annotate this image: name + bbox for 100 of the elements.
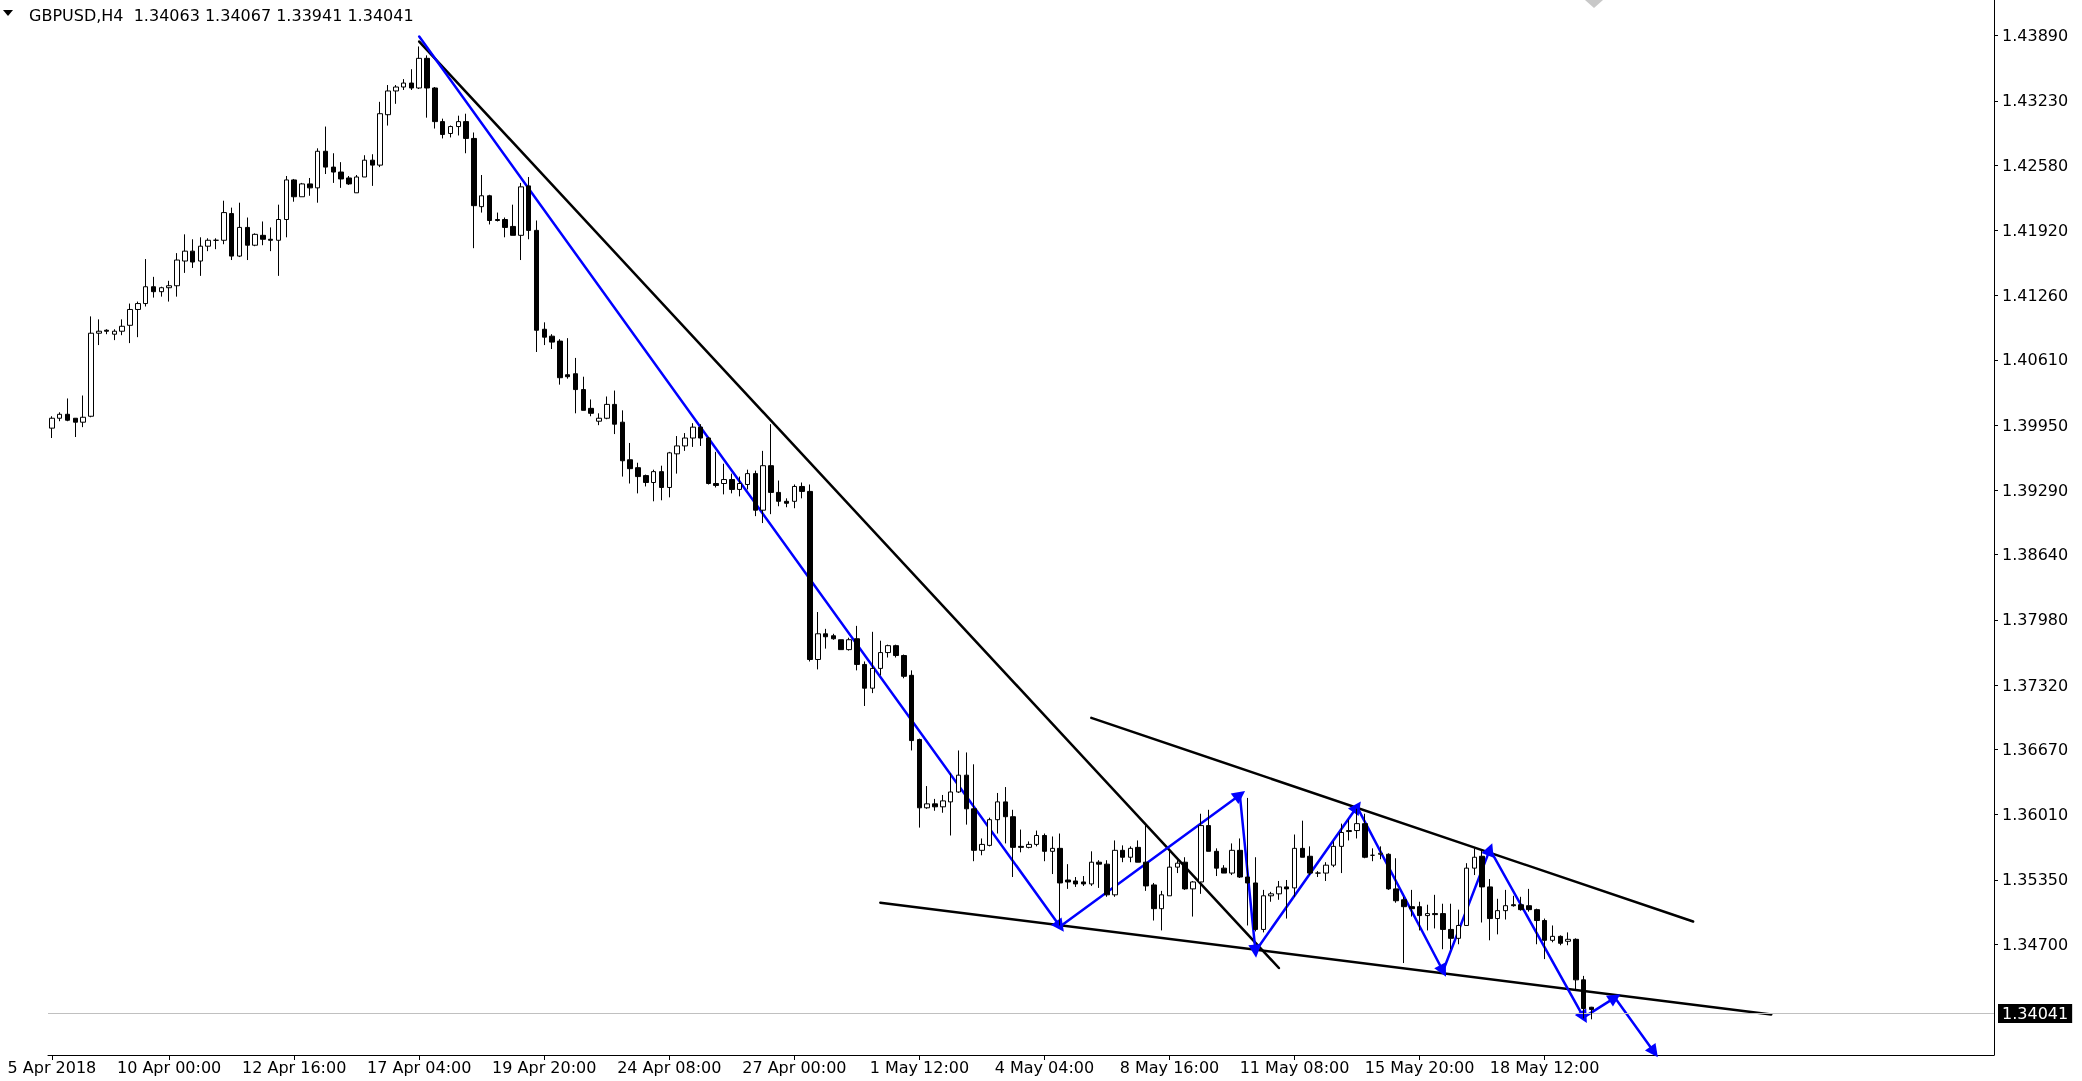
candlestick (596, 412, 602, 426)
candlestick (885, 644, 891, 659)
candlestick (870, 631, 875, 694)
candlestick (807, 483, 813, 662)
candlestick (534, 219, 539, 353)
y-tick-label: 1.41260 (2002, 286, 2069, 306)
candlestick (909, 669, 914, 751)
candlestick (229, 207, 234, 261)
candlestick (245, 217, 250, 261)
candlestick (1456, 909, 1461, 945)
candlestick (565, 337, 570, 380)
candlestick (96, 318, 102, 346)
candlestick (1112, 839, 1118, 898)
candlestick (1120, 844, 1125, 863)
candlestick (674, 435, 680, 475)
candlestick (1057, 833, 1063, 926)
candlestick (205, 237, 211, 252)
candlestick (299, 182, 305, 198)
candlestick (1386, 852, 1391, 891)
candlestick (823, 628, 828, 650)
candlestick (112, 328, 117, 341)
candlestick (49, 415, 55, 439)
candlestick (846, 637, 852, 652)
candlestick (995, 792, 1000, 835)
candlestick (104, 328, 109, 335)
candlestick (698, 423, 703, 447)
candlestick (487, 194, 492, 225)
candlestick (792, 483, 797, 509)
candlestick (1472, 847, 1477, 876)
y-tick-label: 1.42580 (2002, 155, 2069, 175)
candlestick (1448, 903, 1454, 950)
candlestick (252, 232, 258, 247)
candlestick (557, 338, 563, 386)
candlestick (1503, 889, 1508, 921)
candlestick (80, 395, 86, 428)
candlestick (495, 212, 500, 222)
candlestick (667, 451, 672, 498)
y-tick-label: 1.37320 (2002, 675, 2069, 695)
chart-title: GBPUSD,H4 1.34063 1.34067 1.33941 1.34041 (29, 5, 414, 25)
candlestick (1276, 880, 1282, 901)
candlestick (456, 115, 461, 136)
candlestick (737, 476, 742, 497)
candlestick (1253, 856, 1258, 932)
candlestick (784, 497, 789, 508)
candlestick (1104, 859, 1110, 898)
candlestick (1346, 819, 1352, 841)
candlestick (1432, 894, 1438, 929)
candlestick (651, 469, 656, 502)
candlestick (979, 837, 985, 856)
candlestick (127, 303, 133, 344)
candlestick (635, 462, 641, 494)
candlestick (753, 470, 758, 517)
candlestick (1081, 875, 1086, 887)
candlestick (338, 161, 344, 189)
candlestick (612, 390, 617, 435)
candlestick (393, 84, 399, 105)
candlestick (1534, 908, 1540, 945)
candlestick (940, 794, 946, 814)
candlestick (440, 118, 445, 139)
candlestick (479, 174, 484, 214)
candlestick (260, 220, 266, 246)
candlestick (987, 817, 992, 847)
candlestick (1565, 931, 1571, 946)
candlestick (917, 738, 922, 829)
candlestick (682, 432, 688, 452)
candlestick (151, 276, 156, 299)
candlestick (88, 315, 94, 418)
candlestick (166, 280, 172, 303)
candlestick (831, 633, 836, 641)
candlestick (1050, 835, 1055, 875)
x-tick-label: 1 May 12:00 (869, 1057, 970, 1077)
candlestick (815, 611, 821, 670)
x-tick-label: 10 Apr 00:00 (116, 1057, 222, 1077)
candlestick (549, 333, 555, 350)
candlestick (659, 465, 664, 501)
y-tick-label: 1.39950 (2002, 415, 2069, 435)
candlestick (573, 357, 578, 414)
candlestick (190, 238, 195, 269)
candlestick (745, 469, 750, 490)
candlestick (268, 226, 273, 252)
candlestick (135, 301, 141, 338)
y-tick-label: 1.38640 (2002, 545, 2069, 565)
candlestick (542, 321, 547, 346)
candlestick (1331, 840, 1336, 868)
candlestick (1198, 813, 1204, 895)
x-tick-label: 15 May 20:00 (1364, 1057, 1475, 1077)
candlestick (346, 175, 352, 186)
candlestick (1206, 809, 1211, 852)
candlestick (284, 175, 289, 238)
candlestick (73, 417, 78, 438)
candlestick (1550, 924, 1555, 943)
x-tick-label: 27 Apr 00:00 (742, 1057, 847, 1077)
x-tick-label: 8 May 16:00 (1119, 1057, 1220, 1077)
candlestick (760, 450, 766, 524)
candlestick (1370, 847, 1375, 862)
y-tick-label: 1.34700 (2002, 934, 2069, 954)
candlestick (964, 751, 969, 826)
candlestick (1143, 824, 1149, 892)
candlestick (323, 126, 328, 175)
candlestick (1495, 898, 1500, 935)
